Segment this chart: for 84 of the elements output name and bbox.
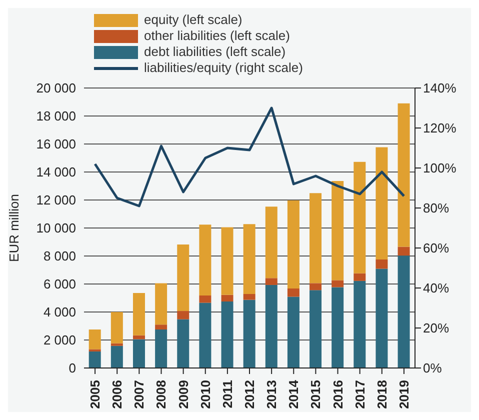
bar [398,256,410,368]
bar [265,206,278,278]
bar [132,339,145,368]
bar [199,295,212,303]
x-tick-label: 2017 [352,380,368,409]
bar [287,288,300,297]
bar [110,343,123,346]
y-tick-label: 14 000 [36,164,76,180]
bar [310,290,322,368]
bar [132,335,145,340]
bar [177,311,190,320]
x-tick-label: 2018 [374,380,390,409]
x-tick-label: 2014 [286,379,302,409]
bar [177,244,190,312]
y-axis-title: EUR million [6,194,22,262]
bar [376,147,388,260]
y-tick-label: 12 000 [36,192,76,208]
bar [155,324,168,330]
y2-tick-label: 40% [423,280,450,296]
bar [287,200,300,288]
bar [243,294,256,300]
y-tick-label: 6 000 [43,276,76,292]
y2-tick-label: 80% [423,200,450,216]
y-tick-label: 4 000 [43,304,76,320]
bar [177,319,190,368]
x-tick-label: 2007 [132,380,147,409]
x-tick-label: 2015 [308,380,324,409]
x-tick-label: 2009 [176,380,191,409]
bar [376,268,388,368]
bar [199,302,212,368]
line-series [94,106,406,208]
bar [376,260,388,269]
legend-label: debt liabilities (left scale) [144,44,286,60]
bar [110,346,123,368]
bar [221,227,234,295]
bar [155,330,168,368]
x-tick-label: 2019 [396,380,412,409]
bar [354,280,366,368]
x-tick-label: 2013 [264,380,280,409]
bar [221,294,234,302]
x-tick-label: 2006 [110,380,125,409]
bar [354,273,366,281]
bar [265,278,278,285]
x-tick-label: 2012 [242,380,257,409]
bar [110,312,123,344]
legend-label: other liabilities (left scale) [144,28,290,44]
bar [221,302,234,368]
y-tick-label: 0 [68,360,76,376]
bar [155,283,168,325]
bar [88,330,101,350]
y-tick-label: 20 000 [36,80,76,96]
bar [199,224,212,296]
y2-tick-label: 60% [423,240,450,256]
y-tick-label: 2 000 [43,332,76,348]
y2-tick-label: 100% [423,160,457,176]
y-tick-label: 8 000 [43,248,76,264]
y2-tick-label: 20% [423,320,450,336]
bar [332,287,344,368]
bar [332,280,344,288]
bar [88,351,101,368]
x-tick-label: 2016 [330,380,346,409]
y2-tick-label: 140% [423,80,457,96]
y2-tick-label: 0% [423,360,442,376]
bar [398,103,410,247]
bar [287,296,300,368]
x-tick-label: 2005 [88,380,103,409]
bar [310,283,322,290]
y-tick-label: 16 000 [36,136,76,152]
bar [243,224,256,294]
legend-label: equity (left scale) [144,12,242,28]
bar [265,284,278,368]
x-tick-label: 2011 [220,380,235,408]
bar [310,193,322,284]
bar [398,246,410,256]
y2-tick-label: 120% [423,120,457,136]
legend-label: liabilities/equity (right scale) [144,60,303,76]
y-tick-label: 10 000 [36,220,76,236]
bar [332,180,344,280]
bar [132,292,145,336]
x-tick-label: 2010 [198,380,213,409]
bar [243,300,256,368]
y-tick-label: 18 000 [36,108,76,124]
bar [354,162,366,274]
x-tick-label: 2008 [154,380,169,409]
